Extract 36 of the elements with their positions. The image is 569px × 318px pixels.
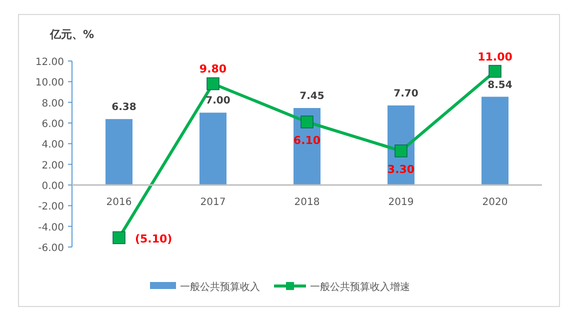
data-label: (5.10) [135,232,172,246]
bar [200,112,226,185]
y-tick-label: 10.00 [35,78,64,89]
bar [482,96,508,185]
point [394,144,408,158]
y-tick-label: 2.00 [42,160,64,172]
y-tick-label: 12.00 [35,57,64,68]
data-label: 7.70 [394,88,418,100]
point [300,116,314,128]
x-tick-label: 2019 [388,197,414,208]
y-tick-label: 6.00 [42,119,64,130]
data-label: 6.38 [112,102,136,114]
y-tick-label: 0.00 [42,181,64,192]
point [206,77,220,90]
y-tick-label: -4.00 [38,222,64,234]
data-label: 6.10 [293,134,321,147]
x-tick-label: 2017 [200,197,226,208]
y-axis-title: 亿元、% [49,28,94,41]
y-tick-label: -2.00 [38,202,64,213]
legend-label: 一般公共预算收入增速 [310,281,410,293]
y-tick-label: 4.00 [42,140,64,151]
data-label: 3.30 [387,162,415,176]
point [488,64,502,78]
x-tick-label: 2018 [294,197,320,208]
data-label: 9.80 [199,62,227,76]
y-tick-label: -6.00 [38,243,64,254]
x-tick-label: 2016 [106,197,132,208]
x-tick-label: 2020 [482,197,508,208]
bar [106,119,132,185]
data-label: 11.00 [478,50,513,64]
y-tick-label: 8.00 [42,98,64,110]
data-label: 7.00 [206,96,230,107]
data-label: 8.54 [488,80,512,91]
point [112,231,126,244]
legend-label: 一般公共预算收入 [180,281,260,293]
data-label: 7.45 [300,91,324,102]
